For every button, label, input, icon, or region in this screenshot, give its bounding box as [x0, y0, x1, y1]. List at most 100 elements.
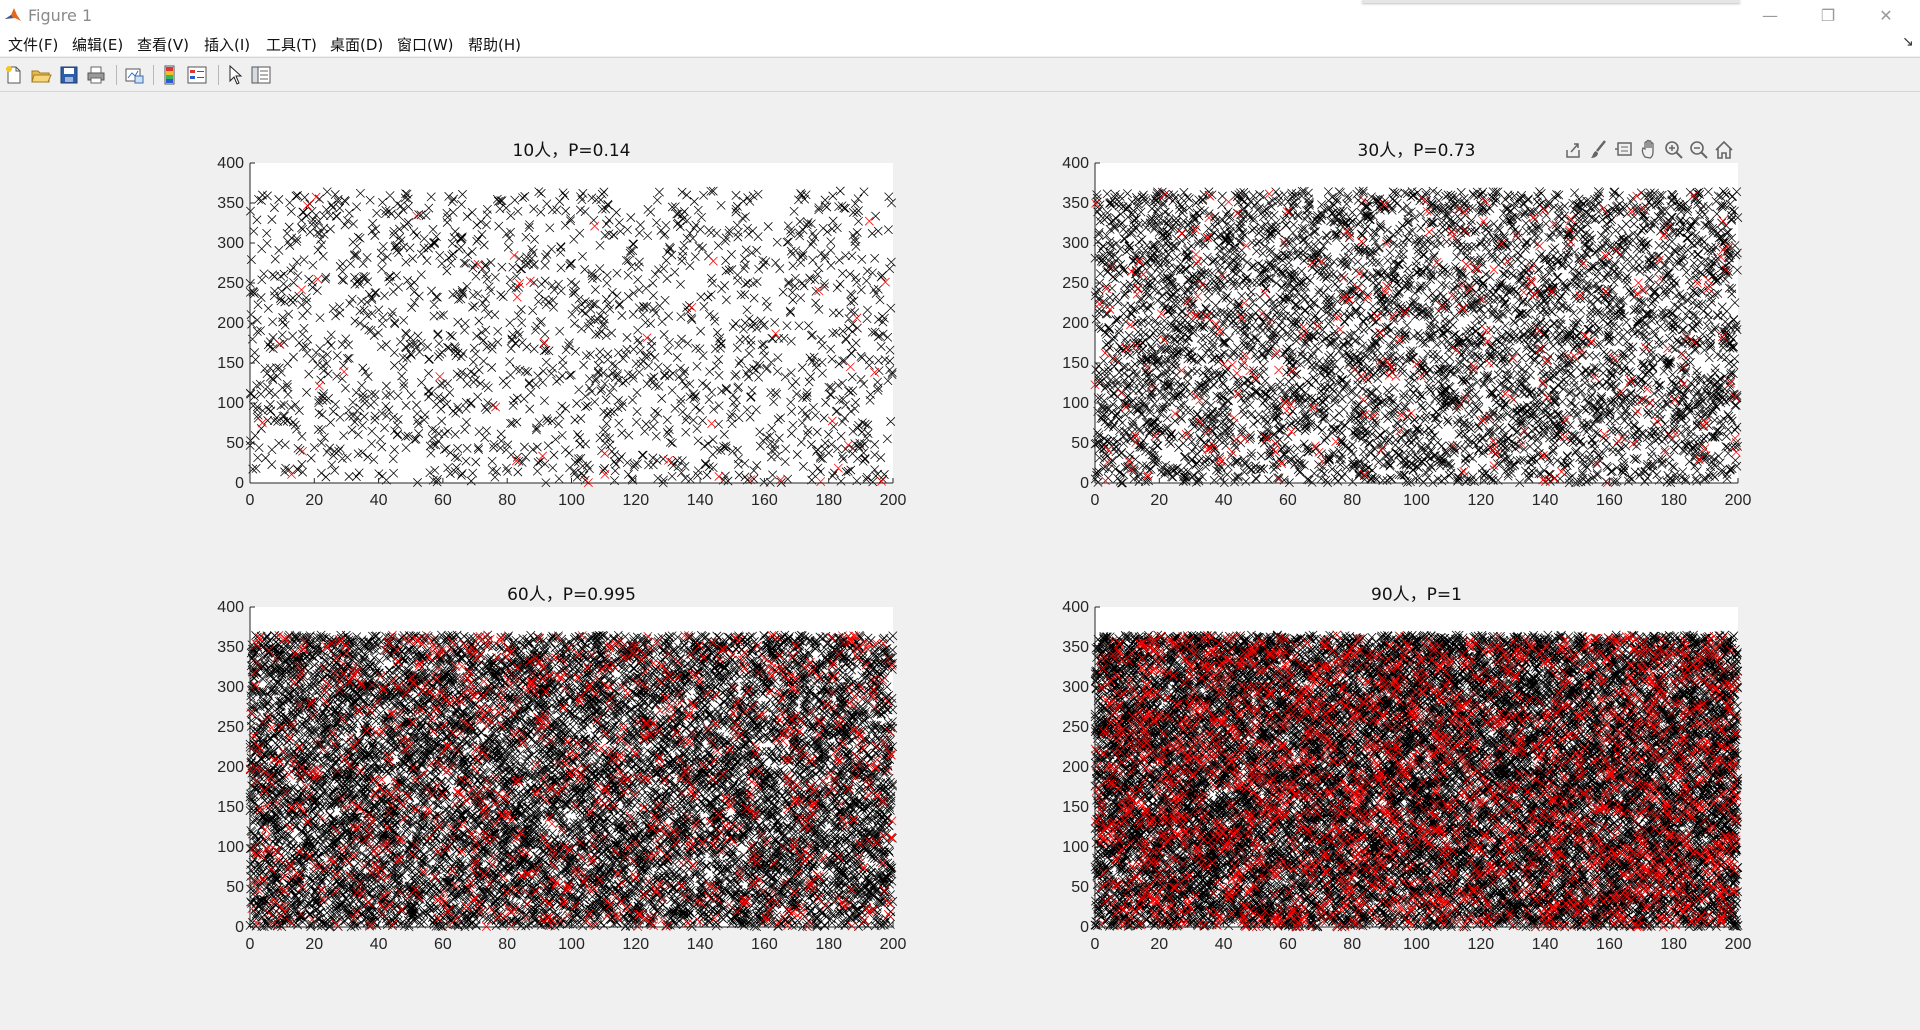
y-tick-label: 350 [217, 639, 244, 656]
y-tick-label: 150 [217, 355, 244, 372]
y-tick-label: 50 [226, 879, 244, 896]
x-tick-label: 40 [1215, 936, 1233, 953]
minimize-icon: — [1762, 5, 1778, 25]
menu-bar: 文件(F) 编辑(E) 查看(V) 插入(I) 工具(T) 桌面(D) 窗口(W… [0, 30, 1920, 56]
x-tick-label: 60 [1279, 492, 1297, 509]
y-tick-label: 50 [1071, 435, 1089, 452]
x-tick-label: 140 [687, 492, 714, 509]
pan-icon[interactable] [1638, 138, 1660, 162]
scatter-markers-black [1090, 186, 1743, 488]
y-tick-label: 250 [217, 719, 244, 736]
open-file-icon[interactable] [30, 64, 52, 86]
x-tick-label: 180 [815, 492, 842, 509]
y-tick-label: 0 [1080, 475, 1089, 492]
x-tick-label: 40 [370, 936, 388, 953]
menu-window[interactable]: 窗口(W) [397, 36, 454, 54]
plot-area [250, 607, 893, 927]
y-tick-label: 200 [217, 315, 244, 332]
y-tick-label: 300 [217, 679, 244, 696]
x-tick-label: 0 [246, 492, 255, 509]
x-tick-label: 180 [815, 936, 842, 953]
menu-help[interactable]: 帮助(H) [468, 36, 521, 54]
y-tick-label: 350 [1062, 639, 1089, 656]
y-tick-label: 100 [1062, 839, 1089, 856]
plot-area [250, 163, 893, 483]
y-tick-label: 150 [1062, 355, 1089, 372]
close-button[interactable]: ✕ [1858, 0, 1914, 30]
minimize-button[interactable]: — [1742, 0, 1798, 30]
close-icon: ✕ [1879, 5, 1893, 25]
y-tick-label: 350 [217, 195, 244, 212]
menu-desktop[interactable]: 桌面(D) [330, 36, 384, 54]
y-tick-label: 200 [1062, 759, 1089, 776]
export-icon[interactable] [1563, 138, 1585, 162]
y-tick-label: 100 [1062, 395, 1089, 412]
brush-icon[interactable] [1588, 138, 1610, 162]
x-tick-label: 20 [305, 492, 323, 509]
insert-colorbar-icon[interactable] [159, 64, 181, 86]
y-tick-label: 250 [217, 275, 244, 292]
menu-file[interactable]: 文件(F) [8, 36, 59, 54]
restore-button[interactable]: ❐ [1800, 0, 1856, 30]
y-tick-label: 200 [1062, 315, 1089, 332]
plot-area [1095, 163, 1738, 483]
chart-title: 60人，P=0.995 [507, 585, 636, 605]
window-title: Figure 1 [28, 6, 93, 25]
x-tick-label: 40 [370, 492, 388, 509]
x-tick-label: 20 [305, 936, 323, 953]
menu-tools[interactable]: 工具(T) [266, 36, 317, 54]
menu-edit[interactable]: 编辑(E) [72, 36, 124, 54]
data-tips-icon[interactable] [1613, 138, 1635, 162]
x-tick-label: 80 [498, 492, 516, 509]
y-tick-label: 50 [1071, 879, 1089, 896]
subplot-30[interactable]: 0 20 40 60 80 100 120 140 160 180 200 0 50 100 150 200 2… [1062, 141, 1751, 509]
menu-insert[interactable]: 插入(I) [204, 36, 251, 54]
y-tick-label: 300 [217, 235, 244, 252]
x-tick-label: 20 [1150, 936, 1168, 953]
insert-legend-icon[interactable] [186, 64, 208, 86]
new-figure-icon[interactable] [3, 64, 25, 86]
save-icon[interactable] [58, 64, 80, 86]
floating-panel-edge [1362, 0, 1740, 3]
x-tick-label: 200 [880, 936, 907, 953]
subplot-10[interactable]: 0 20 40 60 80 100 120 140 160 180 200 0 50 100 150 200 2… [217, 141, 906, 509]
y-tick-label: 150 [217, 799, 244, 816]
x-tick-label: 100 [1403, 936, 1430, 953]
y-tick-label: 400 [217, 155, 244, 172]
x-tick-label: 120 [622, 936, 649, 953]
restore-icon: ❐ [1820, 5, 1836, 25]
chart-title: 10人，P=0.14 [513, 141, 631, 161]
y-tick-label: 150 [1062, 799, 1089, 816]
x-tick-label: 100 [558, 936, 585, 953]
matlab-icon [4, 6, 22, 24]
x-tick-label: 80 [1343, 936, 1361, 953]
subplot-90[interactable]: 0 20 40 60 80 100 120 140 160 180 200 0 50 100 150 200 2… [1062, 585, 1751, 953]
zoom-in-icon[interactable] [1663, 138, 1685, 162]
x-tick-label: 0 [1091, 492, 1100, 509]
menu-view[interactable]: 查看(V) [137, 36, 189, 54]
x-tick-label: 60 [434, 936, 452, 953]
x-tick-label: 0 [246, 936, 255, 953]
property-inspector-icon[interactable] [250, 64, 272, 86]
print-icon[interactable] [85, 64, 107, 86]
chart-title: 30人，P=0.73 [1358, 141, 1476, 161]
y-tick-label: 0 [1080, 919, 1089, 936]
edit-plot-icon[interactable] [224, 64, 246, 86]
dock-arrow-icon[interactable]: ↘ [1902, 34, 1914, 50]
scatter-markers-red [1090, 630, 1742, 932]
chart-title: 90人，P=1 [1371, 585, 1462, 605]
x-tick-label: 60 [434, 492, 452, 509]
y-tick-label: 400 [1062, 599, 1089, 616]
toolbar-separator [218, 65, 219, 85]
x-tick-label: 40 [1215, 492, 1233, 509]
y-tick-label: 100 [217, 839, 244, 856]
subplot-60[interactable]: 0 20 40 60 80 100 120 140 160 180 200 0 50 100 150 200 2… [217, 585, 906, 953]
y-tick-label: 250 [1062, 719, 1089, 736]
y-tick-label: 250 [1062, 275, 1089, 292]
y-tick-label: 0 [235, 919, 244, 936]
toolbar-separator [116, 65, 117, 85]
home-icon[interactable] [1713, 138, 1735, 162]
x-tick-label: 140 [1532, 492, 1559, 509]
link-plot-icon[interactable] [123, 64, 145, 86]
zoom-out-icon[interactable] [1688, 138, 1710, 162]
